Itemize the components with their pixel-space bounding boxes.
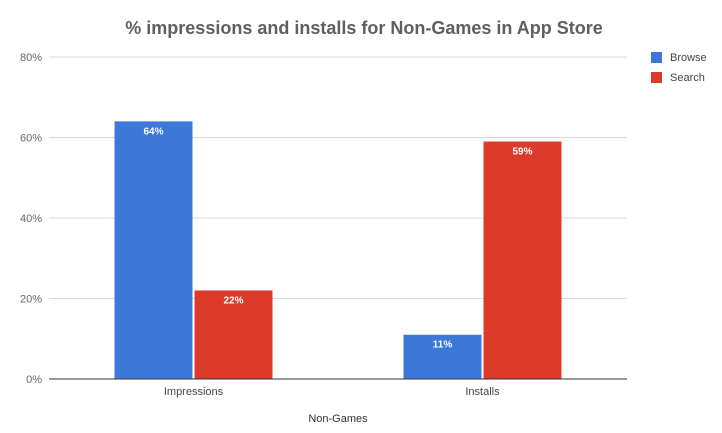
data-labels: 64% 22% 11% 59% bbox=[143, 126, 532, 350]
bar-search-impressions bbox=[194, 290, 273, 379]
legend-swatch-search bbox=[651, 72, 662, 83]
legend-label: Browse bbox=[670, 52, 707, 64]
data-label: 64% bbox=[143, 126, 163, 137]
legend-swatch-browse bbox=[651, 52, 662, 63]
data-label: 11% bbox=[433, 340, 453, 351]
chart-title: % impressions and installs for Non-Games… bbox=[125, 18, 602, 38]
x-category-label: Impressions bbox=[164, 386, 224, 398]
x-axis-title: Non-Games bbox=[308, 413, 368, 425]
legend-label: Search bbox=[670, 72, 705, 84]
bar-browse-installs bbox=[403, 334, 482, 379]
data-label: 22% bbox=[223, 295, 243, 306]
y-tick-label: 60% bbox=[20, 133, 42, 145]
y-tick-label: 40% bbox=[20, 213, 42, 225]
legend: Browse Search bbox=[651, 52, 707, 84]
y-tick-label: 0% bbox=[26, 374, 42, 386]
x-axis-categories: Impressions Installs bbox=[164, 386, 500, 398]
bars bbox=[114, 121, 562, 380]
data-label: 59% bbox=[512, 147, 532, 158]
bar-search-installs bbox=[483, 141, 562, 379]
x-category-label: Installs bbox=[465, 386, 500, 398]
y-tick-label: 20% bbox=[20, 294, 42, 306]
y-axis-ticks: 0% 20% 40% 60% 80% bbox=[20, 52, 42, 386]
y-tick-label: 80% bbox=[20, 52, 42, 64]
bar-browse-impressions bbox=[114, 121, 193, 380]
